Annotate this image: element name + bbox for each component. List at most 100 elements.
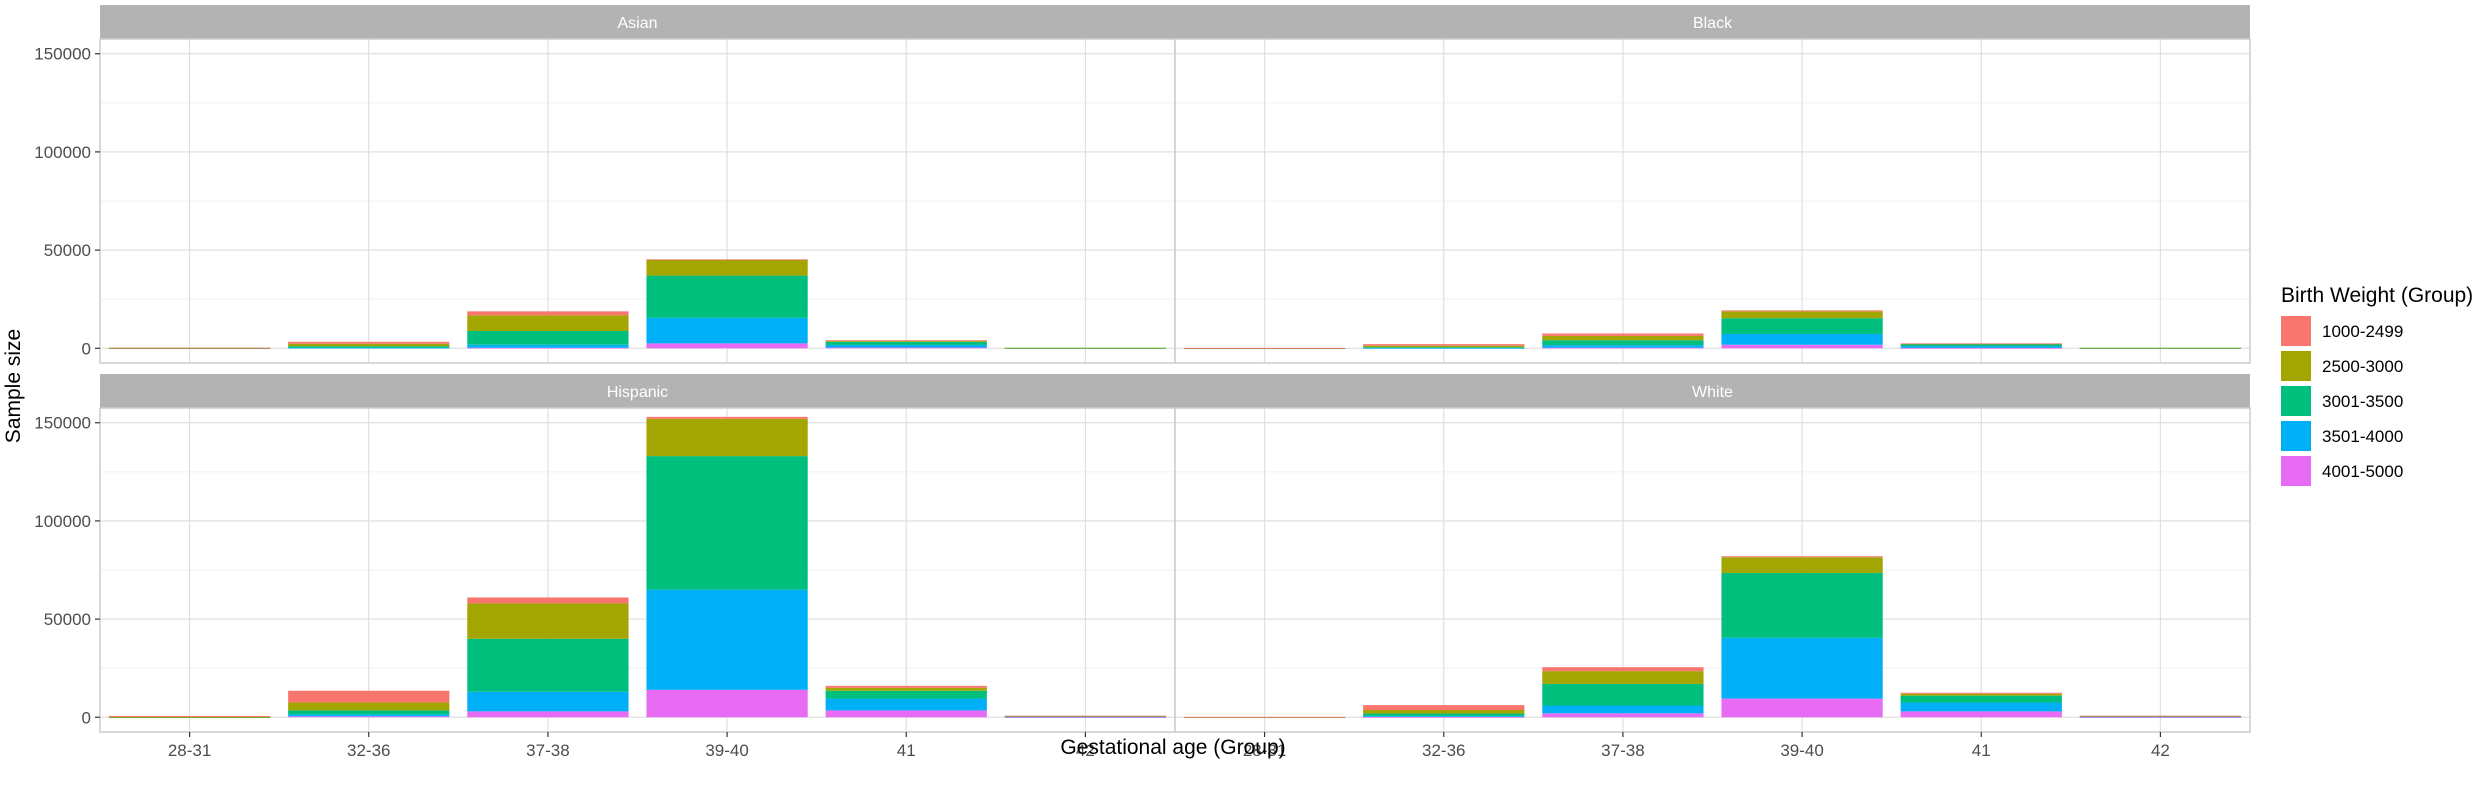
bar-black-37-38-2500-3000 [1542, 335, 1704, 341]
bar-white-37-38-1000-2499 [1542, 667, 1704, 672]
panels-layer: Asian 0 50000 100000 150000 Black Hispanic 0 500… [34, 5, 2251, 760]
bar-white-42-1000-2499 [2079, 715, 2242, 717]
bar-hispanic-32-36-3501-4000 [288, 714, 450, 717]
y-tick-label: 0 [82, 708, 91, 727]
bar-black-37-38-4001-5000 [1542, 347, 1704, 349]
bar-asian-37-38-1000-2499 [467, 311, 629, 316]
bar-black-37-38-3001-3500 [1542, 340, 1704, 346]
bar-black-32-36-1000-2499 [1363, 344, 1525, 346]
x-axis-title: Gestational age (Group) [1060, 736, 1285, 759]
strip-hispanic [100, 374, 1175, 408]
bar-asian-37-38-3501-4000 [467, 344, 629, 348]
legend-key-3501-4000 [2281, 421, 2311, 451]
bar-black-42-2500-3000 [2079, 347, 2242, 349]
bar-asian-41-1000-2499 [825, 340, 987, 342]
bar-hispanic-41-3501-4000 [825, 698, 987, 711]
bar-asian-32-36-1000-2499 [288, 341, 450, 344]
panel-black: Black [1174, 5, 2251, 364]
bar-white-41-2500-3000 [1900, 693, 2062, 696]
bar-hispanic-37-38-1000-2499 [467, 597, 629, 604]
y-tick-label: 150000 [34, 45, 91, 64]
panel-hispanic: Hispanic 0 50000 100000 150000 28-31 32-36 37-3… [34, 374, 1176, 760]
bar-hispanic-32-36-3001-3500 [288, 710, 450, 715]
bar-hispanic-32-36-1000-2499 [288, 690, 450, 703]
bar-asian-41-3001-3500 [825, 341, 987, 345]
bar-black-37-38-1000-2499 [1542, 333, 1704, 336]
bar-hispanic-39-40-3001-3500 [646, 456, 808, 590]
bar-black-39-40-3001-3500 [1721, 318, 1883, 334]
bar-asian-32-36-2500-3000 [288, 343, 450, 347]
strip-label-hispanic: Hispanic [607, 384, 668, 401]
bar-black-32-36-3501-4000 [1363, 347, 1525, 349]
strip-label-white: White [1692, 384, 1733, 401]
bar-hispanic-32-36-2500-3000 [288, 702, 450, 711]
bar-white-37-38-3501-4000 [1542, 705, 1704, 714]
x-tick-label: 41 [897, 741, 916, 760]
bar-black-28-31-1000-2499 [1183, 347, 1346, 349]
bar-hispanic-37-38-3001-3500 [467, 638, 629, 692]
bar-hispanic-37-38-3501-4000 [467, 691, 629, 712]
bar-hispanic-41-2500-3000 [825, 687, 987, 691]
bar-hispanic-39-40-3501-4000 [646, 589, 808, 690]
y-axis-title: Sample size [2, 329, 25, 443]
bar-white-32-36-2500-3000 [1363, 710, 1525, 714]
bar-white-32-36-1000-2499 [1363, 705, 1525, 711]
bar-asian-37-38-3001-3500 [467, 330, 629, 345]
bar-asian-41-4001-5000 [825, 347, 987, 349]
bar-asian-39-40-1000-2499 [646, 259, 808, 261]
bar-black-32-36-3001-3500 [1363, 347, 1525, 348]
bar-white-28-31-1000-2499 [1183, 716, 1346, 718]
legend-key-3001-3500 [2281, 386, 2311, 416]
bar-white-32-36-3001-3500 [1363, 713, 1525, 716]
strip-white [1175, 374, 2250, 408]
bar-hispanic-41-3001-3500 [825, 690, 987, 699]
legend-key-2500-3000 [2281, 351, 2311, 381]
bar-asian-32-36-3001-3500 [288, 346, 450, 348]
bar-asian-39-40-4001-5000 [646, 343, 808, 349]
bar-white-32-36-4001-5000 [1363, 716, 1525, 718]
y-tick-label: 100000 [34, 512, 91, 531]
bar-hispanic-42-4001-5000 [1004, 717, 1167, 718]
x-tick-label: 28-31 [168, 741, 211, 760]
bar-black-39-40-1000-2499 [1721, 310, 1883, 312]
bar-white-41-3001-3500 [1900, 695, 2062, 703]
bar-black-37-38-3501-4000 [1542, 345, 1704, 348]
x-tick-label: 32-36 [1422, 741, 1465, 760]
strip-label-black: Black [1693, 15, 1733, 32]
bar-asian-37-38-4001-5000 [467, 347, 629, 349]
bar-hispanic-37-38-2500-3000 [467, 603, 629, 639]
x-tick-label: 42 [1076, 741, 1095, 760]
panel-asian: Asian 0 50000 100000 150000 [34, 5, 1176, 364]
legend-label-4001-5000: 4001-5000 [2322, 462, 2403, 481]
x-tick-label: 32-36 [347, 741, 390, 760]
bar-white-39-40-1000-2499 [1721, 556, 1883, 558]
y-tick-label: 50000 [44, 241, 91, 260]
bar-white-39-40-3001-3500 [1721, 572, 1883, 638]
bar-asian-41-2500-3000 [825, 340, 987, 342]
bar-hispanic-39-40-4001-5000 [646, 689, 808, 718]
legend-key-1000-2499 [2281, 316, 2311, 346]
legend-label-1000-2499: 1000-2499 [2322, 322, 2403, 341]
bar-white-39-40-4001-5000 [1721, 698, 1883, 718]
bar-black-39-40-2500-3000 [1721, 311, 1883, 319]
y-tick-label: 50000 [44, 610, 91, 629]
bar-white-42-4001-5000 [2079, 717, 2242, 718]
y-tick-label: 100000 [34, 143, 91, 162]
bar-asian-32-36-3501-4000 [288, 347, 450, 349]
strip-asian [100, 5, 1175, 39]
legend-key-4001-5000 [2281, 456, 2311, 486]
bar-hispanic-39-40-1000-2499 [646, 416, 808, 419]
bar-hispanic-42-1000-2499 [1004, 715, 1167, 717]
bar-hispanic-39-40-2500-3000 [646, 418, 808, 457]
x-tick-label: 39-40 [1780, 741, 1823, 760]
bar-white-39-40-2500-3000 [1721, 557, 1883, 573]
y-tick-label: 150000 [34, 414, 91, 433]
bar-asian-39-40-2500-3000 [646, 259, 808, 276]
legend-title: Birth Weight (Group) [2281, 284, 2473, 307]
panel-border-black [1174, 38, 2251, 364]
bar-black-41-3001-3500 [1900, 344, 2062, 347]
legend: Birth Weight (Group) 1000-2499 2500-3000 3… [2281, 284, 2473, 486]
strip-black [1175, 5, 2250, 39]
bar-black-41-3501-4000 [1900, 346, 2062, 348]
